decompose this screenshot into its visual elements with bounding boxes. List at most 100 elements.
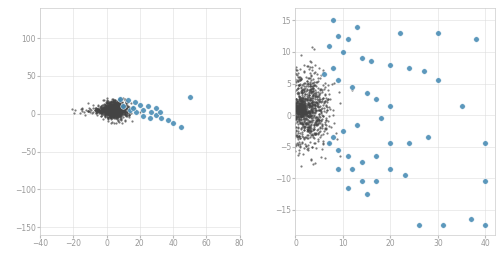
Point (298, 111, 306, 115)
Point (300, 107, 308, 111)
Point (308, 110, 316, 114)
Point (112, 116, 120, 120)
Point (330, 18, 338, 22)
Point (118, 112, 126, 116)
Point (108, 111, 116, 116)
Point (298, 96, 306, 100)
Point (288, 96, 296, 100)
Point (110, 115, 118, 120)
Point (310, 102, 318, 106)
Point (304, 114, 312, 118)
Point (314, 93, 322, 98)
Point (278, 75, 285, 79)
Point (104, 109, 112, 113)
Point (296, 114, 304, 118)
Point (294, 104, 302, 108)
Point (112, 106, 120, 110)
Point (295, 98, 303, 102)
Point (276, 80, 284, 85)
Point (296, 121, 304, 126)
Point (293, 111, 301, 115)
Point (107, 108, 115, 112)
Point (93, 110, 101, 115)
Point (108, 111, 116, 115)
Point (294, 105, 302, 109)
Point (108, 105, 116, 109)
Point (292, 101, 300, 105)
Point (110, 106, 118, 110)
Point (306, 140, 314, 144)
Point (289, 79, 297, 83)
Point (109, 98, 117, 102)
Point (114, 105, 122, 110)
Point (110, 106, 118, 110)
Point (290, 104, 298, 108)
Point (116, 103, 124, 107)
Point (300, 69, 308, 74)
Point (291, 149, 299, 153)
Point (113, 110, 121, 115)
Point (118, 106, 126, 111)
Point (107, 106, 115, 110)
Point (288, 110, 296, 115)
Point (110, 110, 118, 114)
Point (305, 98, 313, 102)
Point (290, 104, 298, 109)
Point (126, 111, 134, 115)
Point (296, 108, 304, 112)
Point (292, 106, 300, 110)
Point (296, 164, 304, 168)
Point (304, 111, 312, 115)
Point (110, 99, 118, 103)
Point (94, 108, 102, 112)
Point (318, 88, 326, 92)
Point (100, 107, 108, 111)
Point (300, 109, 308, 113)
Point (300, 109, 308, 113)
Point (300, 107, 308, 111)
Point (108, 100, 116, 104)
Point (296, 67, 304, 71)
Point (114, 108, 122, 112)
Point (291, 113, 299, 117)
Point (109, 107, 117, 111)
Point (100, 108, 108, 112)
Point (294, 83, 302, 87)
Point (303, 79, 311, 83)
Point (106, 110, 114, 114)
Point (310, 111, 318, 115)
Point (108, 105, 116, 109)
Point (94, 108, 102, 112)
Point (309, 99, 317, 103)
Point (113, 107, 121, 111)
Point (110, 109, 118, 113)
Point (297, 106, 305, 110)
Point (286, 109, 294, 114)
Point (92, 108, 100, 112)
Point (317, 86, 325, 91)
Point (110, 106, 118, 110)
Point (107, 108, 115, 112)
Point (306, 87, 314, 91)
Point (330, 121, 338, 126)
Point (284, 103, 292, 107)
Point (290, 109, 298, 113)
Point (108, 108, 116, 112)
Point (316, 108, 324, 112)
Point (286, 104, 294, 108)
Point (103, 105, 111, 110)
Point (278, 136, 286, 140)
Point (296, 108, 304, 112)
Point (118, 108, 126, 112)
Point (126, 115, 134, 119)
Point (118, 105, 126, 110)
Point (110, 110, 118, 114)
Point (303, 79, 311, 83)
Point (105, 108, 113, 112)
Point (106, 105, 114, 109)
Point (113, 105, 121, 109)
Point (104, 116, 112, 120)
Point (302, 122, 310, 126)
Point (316, 97, 324, 101)
Point (254, 101, 262, 105)
